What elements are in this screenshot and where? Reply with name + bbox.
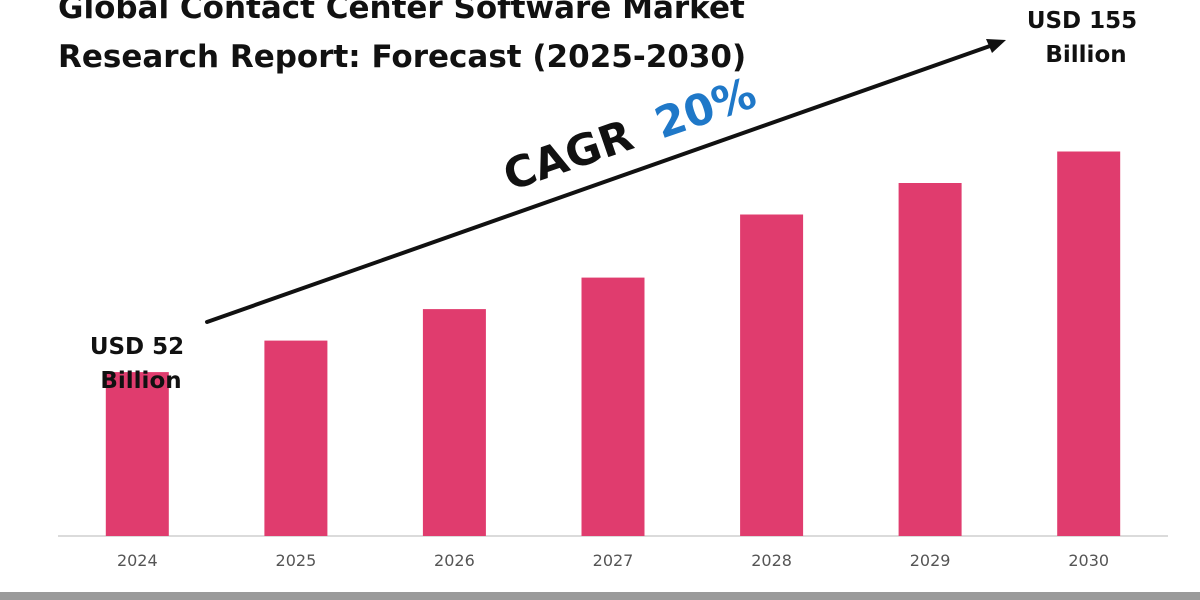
x-tick-label-2024: 2024 [117,551,158,570]
x-tick-label-2029: 2029 [910,551,951,570]
chart-title-line-1: Global Contact Center Software Market [58,0,745,26]
x-tick-label-2025: 2025 [276,551,317,570]
bar-2024 [105,372,169,536]
bar-2029 [898,183,962,536]
bar-2025 [264,340,328,536]
bars-layer [105,151,1121,536]
start-value-amount: USD 52 [90,334,184,360]
bar-2030 [1057,151,1121,536]
bottom-border [0,592,1200,600]
end-value-unit: Billion [1045,42,1126,68]
trend-arrowhead-icon [986,39,1006,53]
end-value-label: USD 155 Billion [1027,8,1145,68]
x-tick-label-2026: 2026 [434,551,475,570]
cagr-value: 20% [649,68,763,149]
start-value-unit: Billion [100,368,181,394]
bar-2028 [740,214,804,536]
start-value-label: USD 52 Billion [90,334,192,394]
x-tick-labels: 2024 2025 2026 2027 2028 2029 2030 [117,551,1109,570]
end-value-amount: USD 155 [1027,8,1137,34]
bar-2027 [581,277,645,536]
bar-2026 [422,309,486,536]
cagr-label: CAGR 20% [497,68,762,201]
cagr-prefix: CAGR [497,111,639,202]
trend-arrow-line [205,44,992,324]
chart-title: Global Contact Center Software Market Re… [58,0,878,82]
x-tick-label-2028: 2028 [751,551,792,570]
cagr-trend-arrow [205,39,1006,324]
chart-title-line-2: Research Report: Forecast (2025-2030) [58,39,747,75]
x-tick-label-2030: 2030 [1068,551,1109,570]
x-tick-label-2027: 2027 [593,551,634,570]
